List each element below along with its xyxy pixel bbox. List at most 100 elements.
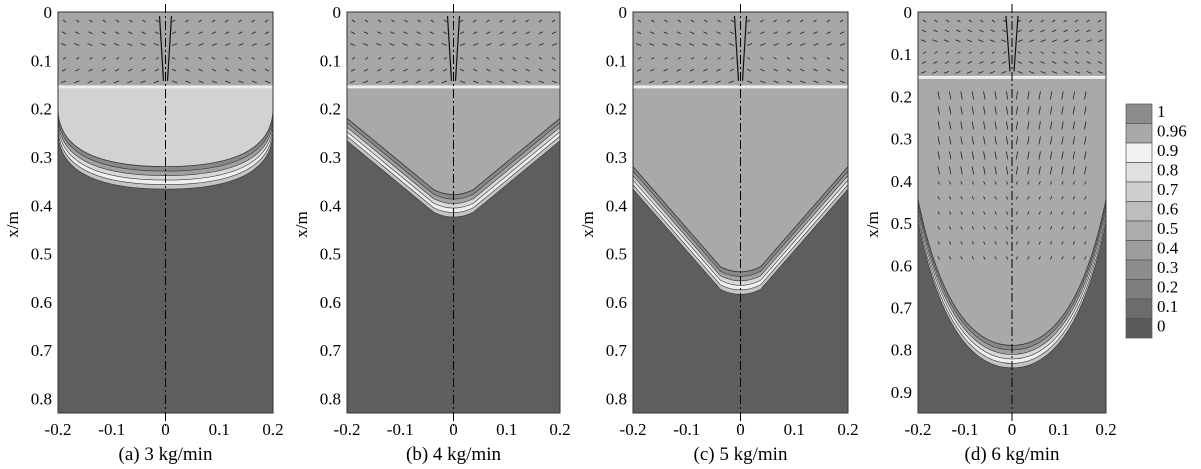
velocity-arrow — [980, 19, 984, 23]
jet-line — [741, 15, 748, 81]
velocity-arrow — [251, 68, 256, 72]
velocity-arrow — [429, 31, 434, 35]
velocity-arrow — [943, 39, 950, 43]
velocity-arrow — [960, 211, 963, 215]
velocity-arrow — [551, 80, 558, 84]
velocity-arrow — [675, 80, 681, 84]
velocity-arrow — [211, 68, 217, 72]
x-tick-label: 0.2 — [1095, 420, 1116, 439]
velocity-arrow — [1027, 151, 1030, 160]
velocity-arrow — [983, 121, 986, 130]
velocity-arrow — [949, 241, 952, 245]
velocity-arrow — [729, 31, 735, 35]
velocity-arrow — [979, 61, 984, 64]
velocity-arrow — [1074, 71, 1081, 74]
velocity-arrow — [728, 80, 735, 84]
velocity-arrow — [378, 56, 382, 60]
velocity-arrow — [62, 56, 67, 60]
x-tick-label: 0.1 — [1048, 420, 1069, 439]
velocity-arrow — [264, 56, 269, 60]
velocity-arrow — [1002, 61, 1007, 64]
velocity-arrow — [171, 31, 177, 35]
velocity-arrow — [486, 19, 490, 23]
velocity-arrow — [983, 181, 986, 185]
velocity-arrow — [154, 68, 160, 72]
velocity-arrow — [944, 61, 950, 64]
velocity-arrow — [971, 196, 975, 200]
velocity-arrow — [1027, 166, 1030, 175]
velocity-arrow — [1049, 196, 1053, 200]
velocity-arrow — [525, 43, 531, 46]
velocity-arrow — [403, 68, 408, 72]
velocity-arrow — [960, 91, 963, 100]
velocity-arrow — [129, 19, 133, 23]
y-tick-label: 0.4 — [320, 196, 342, 215]
velocity-arrow — [185, 31, 190, 35]
colorbar-label: 0.8 — [1157, 161, 1178, 180]
velocity-arrow — [937, 226, 940, 230]
velocity-arrow — [417, 56, 421, 60]
colorbar-swatch — [1125, 201, 1153, 222]
velocity-arrow — [664, 56, 668, 60]
velocity-arrow — [933, 29, 938, 33]
velocity-arrow — [1051, 51, 1056, 54]
velocity-arrow — [937, 211, 940, 215]
velocity-arrow — [826, 56, 830, 60]
velocity-arrow — [703, 31, 708, 35]
velocity-arrow — [1015, 106, 1019, 115]
y-tick-label: 0.3 — [31, 148, 52, 167]
velocity-arrow — [87, 80, 93, 84]
velocity-arrow — [649, 43, 655, 46]
velocity-arrow — [362, 80, 369, 84]
velocity-arrow — [971, 241, 975, 245]
velocity-arrow — [786, 31, 792, 35]
velocity-arrow — [185, 19, 189, 23]
velocity-arrow — [1097, 71, 1104, 74]
velocity-arrow — [1084, 181, 1087, 185]
velocity-arrow — [113, 43, 120, 46]
velocity-arrow — [675, 43, 681, 46]
velocity-arrow — [1061, 256, 1064, 260]
panel-b: 0 0.1 0.2 0.3 0.4 0.5 0.6 0.7 0.8 -0.2 -0.1 0 0.1 0.2… — [292, 3, 571, 465]
velocity-arrow — [349, 43, 356, 46]
velocity-arrow — [185, 43, 191, 46]
y-axis-label: x/m — [578, 211, 597, 237]
velocity-arrow — [703, 68, 708, 72]
velocity-arrow — [813, 80, 819, 84]
velocity-arrow — [198, 19, 202, 23]
velocity-arrow — [473, 31, 478, 35]
velocity-arrow — [1040, 39, 1046, 43]
velocity-arrow — [512, 31, 517, 35]
velocity-arrow — [786, 56, 791, 60]
velocity-arrow — [937, 136, 940, 145]
velocity-arrow — [1038, 151, 1041, 160]
velocity-arrow — [525, 31, 530, 35]
velocity-arrow — [362, 43, 369, 46]
velocity-arrow — [127, 43, 133, 46]
velocity-arrow — [486, 68, 491, 72]
velocity-arrow — [89, 19, 93, 23]
velocity-arrow — [512, 68, 517, 72]
velocity-arrow — [651, 56, 655, 60]
velocity-arrow — [980, 51, 984, 54]
velocity-arrow — [251, 80, 257, 84]
velocity-arrow — [979, 29, 984, 33]
colorbar-swatch — [1125, 142, 1153, 163]
velocity-arrow — [786, 68, 792, 72]
velocity-arrow — [441, 80, 448, 84]
velocity-arrow — [87, 43, 93, 46]
velocity-arrow — [957, 19, 961, 23]
velocity-arrow — [1015, 151, 1019, 160]
y-tick-label: 0.7 — [606, 341, 628, 360]
velocity-arrow — [1072, 151, 1076, 160]
velocity-arrow — [88, 68, 93, 72]
velocity-arrow — [994, 121, 997, 130]
velocity-arrow — [967, 29, 973, 33]
velocity-arrow — [473, 43, 479, 46]
velocity-arrow — [1049, 256, 1053, 260]
velocity-arrow — [1017, 51, 1021, 54]
velocity-arrow — [1040, 51, 1044, 54]
velocity-arrow — [688, 80, 695, 84]
velocity-arrow — [141, 31, 146, 35]
velocity-arrow — [441, 43, 448, 46]
